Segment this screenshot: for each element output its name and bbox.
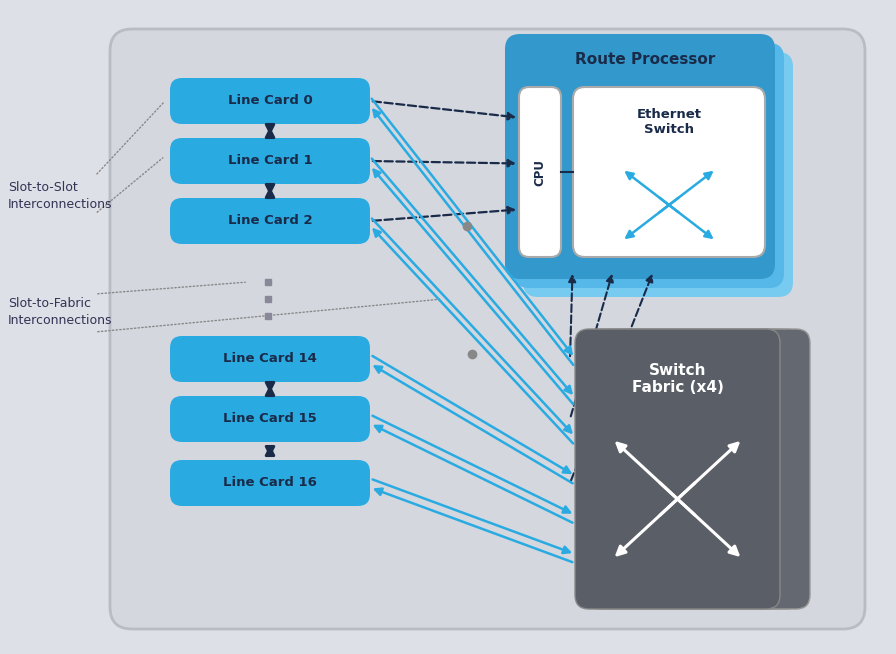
FancyBboxPatch shape <box>595 329 800 609</box>
Text: Line Card 16: Line Card 16 <box>223 477 317 489</box>
FancyBboxPatch shape <box>519 87 561 257</box>
Text: CPU: CPU <box>533 158 547 186</box>
Text: Line Card 14: Line Card 14 <box>223 353 317 366</box>
FancyBboxPatch shape <box>170 138 370 184</box>
FancyBboxPatch shape <box>514 43 784 288</box>
Text: Switch
Fabric (x4): Switch Fabric (x4) <box>632 363 723 395</box>
FancyBboxPatch shape <box>110 29 865 629</box>
Text: Slot-to-Fabric
Interconnections: Slot-to-Fabric Interconnections <box>8 297 113 327</box>
Text: Ethernet
Switch: Ethernet Switch <box>636 108 702 136</box>
Text: Line Card 0: Line Card 0 <box>228 94 313 107</box>
FancyBboxPatch shape <box>170 396 370 442</box>
FancyBboxPatch shape <box>505 34 775 279</box>
FancyBboxPatch shape <box>170 198 370 244</box>
FancyBboxPatch shape <box>170 460 370 506</box>
FancyBboxPatch shape <box>523 52 793 297</box>
FancyBboxPatch shape <box>575 329 780 609</box>
FancyBboxPatch shape <box>170 336 370 382</box>
Text: Line Card 15: Line Card 15 <box>223 413 317 426</box>
FancyBboxPatch shape <box>585 329 790 609</box>
FancyBboxPatch shape <box>170 78 370 124</box>
Text: Line Card 2: Line Card 2 <box>228 215 313 228</box>
Text: Line Card 1: Line Card 1 <box>228 154 313 167</box>
Text: Route Processor: Route Processor <box>575 52 715 67</box>
Text: Slot-to-Slot
Interconnections: Slot-to-Slot Interconnections <box>8 181 113 211</box>
FancyBboxPatch shape <box>573 87 765 257</box>
FancyBboxPatch shape <box>605 329 810 609</box>
